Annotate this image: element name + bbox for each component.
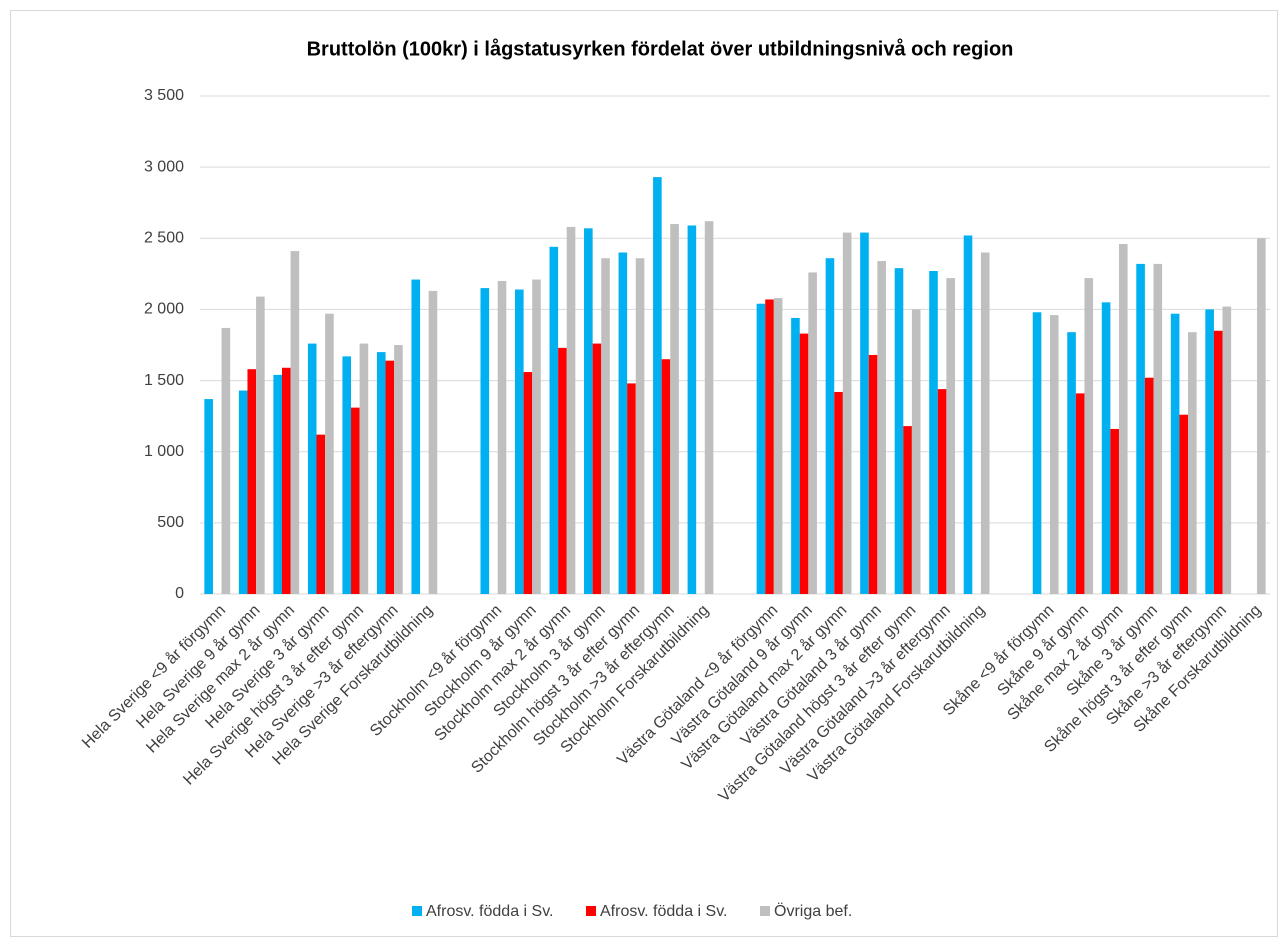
bar bbox=[558, 347, 567, 594]
bar bbox=[592, 343, 602, 594]
bar bbox=[1257, 238, 1266, 595]
bar bbox=[1032, 312, 1042, 594]
bar bbox=[980, 252, 990, 594]
bar bbox=[1084, 278, 1094, 594]
y-tick-label: 500 bbox=[157, 514, 184, 531]
bar bbox=[342, 356, 352, 594]
bar bbox=[428, 290, 438, 594]
bar bbox=[911, 309, 921, 594]
bar bbox=[1213, 330, 1223, 594]
bar bbox=[756, 303, 766, 594]
bar bbox=[1179, 414, 1189, 594]
legend-label: Afrosv. födda i Sv. bbox=[600, 903, 727, 920]
legend-label: Afrosv. födda i Sv. bbox=[426, 903, 553, 920]
bar bbox=[1049, 315, 1059, 594]
bar bbox=[1205, 309, 1214, 594]
bar bbox=[1075, 393, 1085, 594]
bar bbox=[601, 258, 610, 594]
bar bbox=[929, 271, 938, 594]
bar bbox=[325, 313, 334, 594]
bar bbox=[359, 343, 369, 594]
bar bbox=[1101, 302, 1111, 594]
bar bbox=[549, 246, 559, 594]
bar bbox=[584, 228, 593, 594]
bar bbox=[791, 317, 800, 594]
y-tick-label: 0 bbox=[175, 585, 184, 602]
bar bbox=[256, 296, 265, 594]
bar bbox=[687, 225, 697, 595]
bar bbox=[704, 221, 714, 594]
bar bbox=[523, 372, 533, 594]
bar bbox=[877, 261, 886, 594]
bar bbox=[1188, 332, 1197, 594]
bar bbox=[307, 343, 317, 594]
legend-swatch bbox=[760, 906, 770, 916]
bar bbox=[661, 359, 671, 594]
bar bbox=[385, 360, 395, 594]
bar bbox=[842, 232, 852, 594]
bar bbox=[480, 288, 490, 594]
bar bbox=[351, 407, 360, 594]
bar bbox=[894, 268, 904, 594]
bar bbox=[515, 289, 524, 594]
bar bbox=[627, 383, 636, 594]
bar bbox=[834, 391, 843, 594]
bar bbox=[238, 390, 248, 594]
y-tick-label: 3 500 bbox=[144, 87, 184, 104]
bar bbox=[273, 374, 282, 594]
bar bbox=[1067, 332, 1076, 594]
bar bbox=[532, 279, 541, 594]
bar bbox=[825, 258, 835, 594]
bar bbox=[773, 298, 783, 594]
legend-swatch bbox=[586, 906, 596, 916]
bar bbox=[670, 224, 679, 595]
bar bbox=[411, 279, 421, 594]
bar bbox=[497, 280, 507, 594]
bar bbox=[618, 252, 628, 594]
bar bbox=[903, 426, 912, 594]
y-tick-label: 2 000 bbox=[144, 301, 184, 318]
bar bbox=[1118, 243, 1128, 594]
y-tick-label: 1 000 bbox=[144, 443, 184, 460]
bar bbox=[1110, 428, 1119, 594]
bar bbox=[860, 232, 869, 594]
bar bbox=[394, 345, 403, 594]
bar bbox=[566, 226, 576, 594]
bar bbox=[1222, 306, 1232, 594]
bar bbox=[376, 352, 386, 594]
bar bbox=[868, 354, 878, 594]
bar bbox=[963, 235, 973, 594]
bar bbox=[799, 333, 809, 594]
bar bbox=[281, 367, 291, 594]
bar bbox=[1144, 377, 1154, 594]
y-tick-label: 1 500 bbox=[144, 372, 184, 389]
bar bbox=[316, 434, 326, 594]
bar bbox=[1136, 263, 1145, 594]
chart-title: Bruttolön (100kr) i lågstatusyrken förde… bbox=[307, 37, 1014, 60]
bar bbox=[635, 258, 645, 594]
bar bbox=[765, 299, 774, 594]
bar bbox=[1153, 263, 1163, 594]
y-tick-label: 3 000 bbox=[144, 158, 184, 175]
y-tick-label: 2 500 bbox=[144, 230, 184, 247]
bar bbox=[653, 177, 662, 595]
bar bbox=[937, 389, 947, 594]
legend-swatch bbox=[412, 906, 422, 916]
bar bbox=[946, 278, 955, 594]
bar bbox=[1170, 313, 1180, 594]
bar bbox=[247, 369, 257, 594]
bar bbox=[221, 327, 231, 594]
bar bbox=[290, 251, 300, 594]
bar bbox=[808, 272, 817, 594]
bar bbox=[204, 399, 213, 594]
legend-label: Övriga bef. bbox=[774, 902, 852, 920]
